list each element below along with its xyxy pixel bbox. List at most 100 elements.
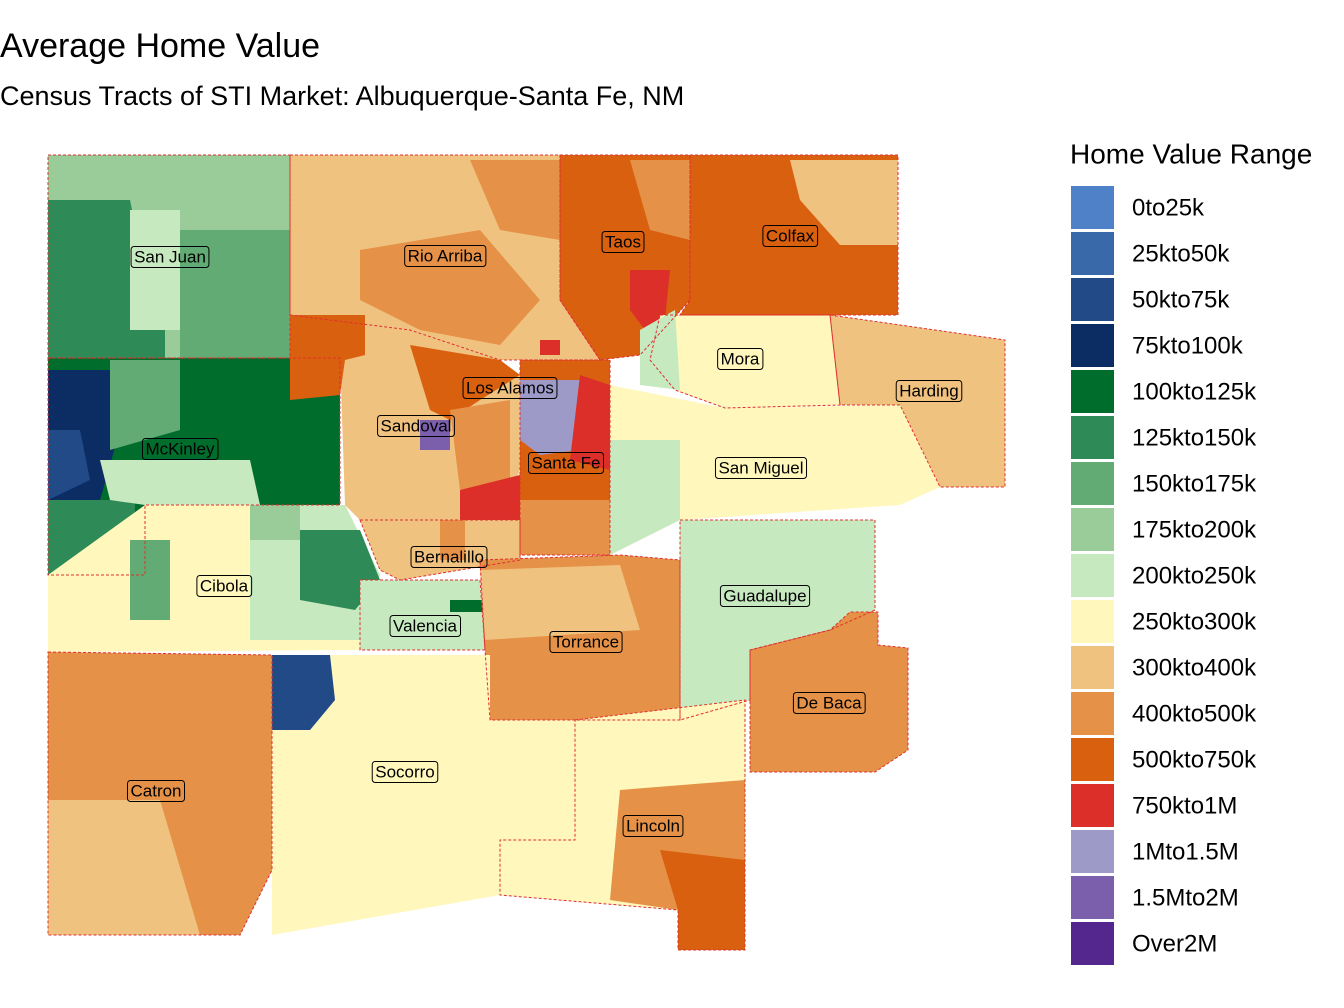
- legend-label: 400kto500k: [1132, 700, 1257, 727]
- county-label-box: [196, 574, 253, 597]
- county-label: Catron: [130, 781, 181, 800]
- county-label-box: [717, 347, 764, 370]
- map-region: [470, 160, 560, 240]
- county-label: Bernalillo: [414, 547, 484, 566]
- county-label: Torrance: [553, 632, 619, 651]
- county-label-box: [762, 224, 819, 247]
- legend-label: 250kto300k: [1132, 608, 1257, 635]
- county-label: Guadalupe: [723, 586, 806, 605]
- map-region: [630, 160, 690, 240]
- county-label: Mora: [721, 349, 760, 368]
- county-label-box: [142, 437, 219, 460]
- county-border: [479, 554, 681, 721]
- title: Average Home Value: [0, 27, 320, 65]
- county-label: Santa Fe: [532, 453, 601, 472]
- map-region: [520, 500, 610, 555]
- county-border: [829, 314, 1006, 488]
- map-region: [570, 375, 610, 470]
- legend-label: 50kto75k: [1132, 286, 1230, 313]
- legend-swatch: [1071, 784, 1114, 827]
- county-label: Sandoval: [381, 416, 452, 435]
- legend-label: 0to25k: [1132, 194, 1205, 221]
- map-region: [480, 565, 640, 640]
- legend-label: Over2M: [1132, 930, 1217, 957]
- legend: 0to25k 25kto50k 50kto75k 75kto100k 100kto125…: [1071, 186, 1257, 965]
- county-border: [47, 651, 273, 936]
- legend-label: 175kto200k: [1132, 516, 1257, 543]
- map-region: [272, 655, 575, 935]
- county-label: Colfax: [766, 226, 815, 245]
- county-label: Socorro: [375, 762, 435, 781]
- legend-label: 25kto50k: [1132, 240, 1230, 267]
- map-region: [48, 430, 90, 500]
- map-region: [130, 210, 180, 330]
- map-region: [790, 160, 898, 245]
- map-region: [48, 800, 200, 935]
- map-region: [420, 420, 450, 450]
- legend-swatch: [1071, 324, 1114, 367]
- county-label-box: [601, 230, 645, 253]
- county-label-box: [371, 760, 439, 783]
- map-region: [460, 475, 520, 520]
- county-borders: [47, 154, 1006, 951]
- map-region: [450, 600, 485, 612]
- county-label-box: [462, 376, 558, 399]
- legend-label: 300kto400k: [1132, 654, 1257, 681]
- county-label-box: [719, 584, 811, 607]
- county-label: Valencia: [393, 616, 457, 635]
- map-region: [540, 340, 560, 355]
- map-region: [130, 540, 170, 620]
- county-label-box: [126, 779, 186, 802]
- map-region: [610, 385, 940, 555]
- legend-swatch: [1071, 922, 1114, 965]
- map-region: [440, 520, 465, 560]
- county-label: Los Alamos: [466, 378, 554, 397]
- county-label: De Baca: [796, 693, 862, 712]
- legend-swatch: [1071, 232, 1114, 275]
- legend-swatch: [1071, 462, 1114, 505]
- map-areas: [48, 155, 1005, 950]
- map-region: [650, 315, 840, 408]
- legend-label: 1Mto1.5M: [1132, 838, 1239, 865]
- map-region: [450, 400, 510, 490]
- county-label-box: [377, 414, 455, 437]
- county-border: [499, 699, 746, 951]
- map-region: [272, 655, 335, 730]
- legend-swatch: [1071, 692, 1114, 735]
- legend-label: 1.5Mto2M: [1132, 884, 1239, 911]
- county-label-box: [528, 451, 604, 474]
- county-label-box: [549, 630, 623, 653]
- legend-swatch: [1071, 554, 1114, 597]
- legend-swatch: [1071, 370, 1114, 413]
- county-border: [749, 611, 909, 773]
- map-region: [610, 440, 680, 555]
- county-border: [47, 357, 341, 576]
- legend-label: 200kto250k: [1132, 562, 1257, 589]
- legend-label: 150kto175k: [1132, 470, 1257, 497]
- legend-label: 75kto100k: [1132, 332, 1244, 359]
- legend-title: Home Value Range: [1070, 138, 1312, 169]
- legend-label: 500kto750k: [1132, 746, 1257, 773]
- subtitle: Census Tracts of STI Market: Albuquerque…: [0, 81, 684, 111]
- county-label-box: [895, 379, 963, 402]
- legend-swatch: [1071, 508, 1114, 551]
- county-border: [359, 519, 521, 581]
- map-region: [100, 460, 260, 505]
- legend-swatch: [1071, 600, 1114, 643]
- county-label: Harding: [899, 381, 959, 400]
- legend-label: 125kto150k: [1132, 424, 1257, 451]
- map-region: [660, 850, 745, 950]
- county-label: Lincoln: [626, 816, 680, 835]
- map-region: [290, 315, 365, 400]
- county-label: San Miguel: [718, 458, 803, 477]
- county-label-box: [622, 814, 684, 837]
- map-region: [250, 505, 300, 540]
- legend-label: 100kto125k: [1132, 378, 1257, 405]
- map-region: [180, 230, 290, 358]
- county-label: Taos: [605, 232, 641, 251]
- map-region: [410, 345, 520, 420]
- legend-swatch: [1071, 646, 1114, 689]
- legend-swatch: [1071, 278, 1114, 321]
- legend-swatch: [1071, 738, 1114, 781]
- county-label-box: [410, 545, 488, 568]
